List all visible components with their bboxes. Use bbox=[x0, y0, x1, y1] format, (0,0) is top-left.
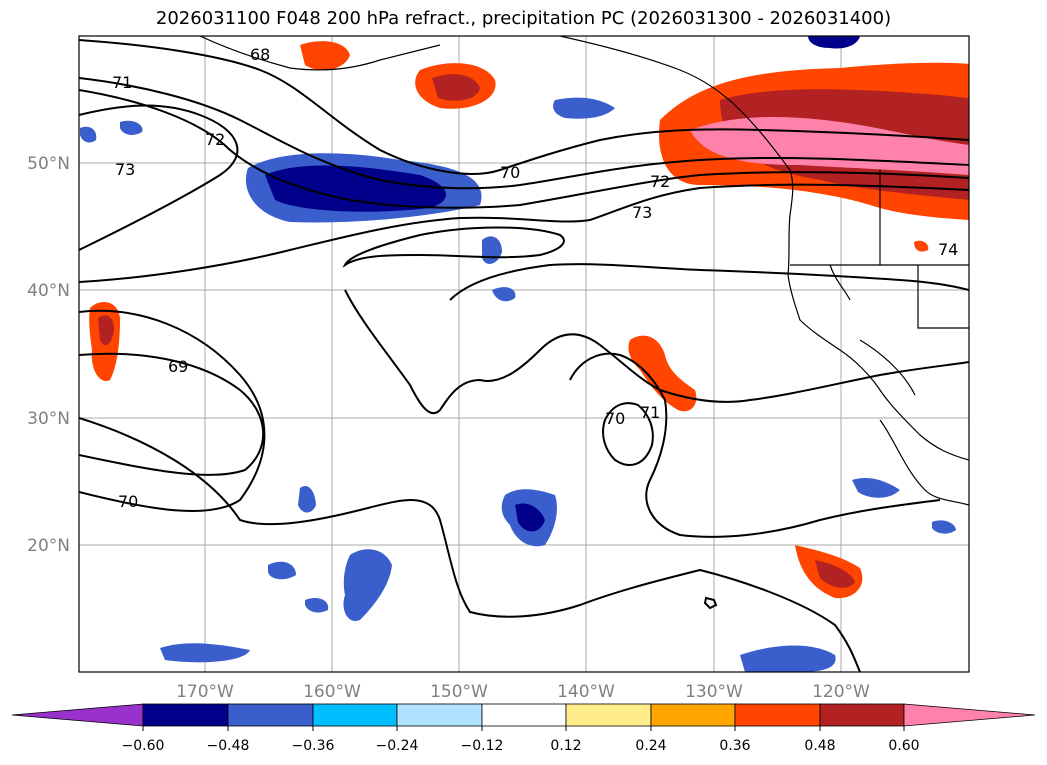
contour-label: 73 bbox=[115, 160, 135, 179]
lon-label: 150°W bbox=[430, 682, 488, 702]
longitude-labels: 170°W 160°W 150°W 140°W 130°W 120°W bbox=[176, 682, 870, 702]
lat-label: 20°N bbox=[27, 536, 70, 556]
lat-label: 30°N bbox=[27, 409, 70, 429]
colorbar-segment bbox=[481, 703, 567, 727]
colorbar-label: 0.48 bbox=[804, 738, 835, 754]
contour-label: 72 bbox=[205, 130, 225, 149]
colorbar-label: 0.12 bbox=[550, 738, 581, 754]
colorbar-segment bbox=[565, 703, 652, 727]
contour-label: 70 bbox=[118, 492, 138, 511]
map-frame bbox=[78, 35, 970, 673]
lat-label: 50°N bbox=[27, 154, 70, 174]
contour-label: 72 bbox=[650, 172, 670, 191]
colorbar-label: −0.48 bbox=[207, 738, 250, 754]
lon-label: 130°W bbox=[685, 682, 743, 702]
precip-region-alaska-warm bbox=[300, 41, 496, 109]
contour-label: 70 bbox=[500, 163, 520, 182]
colorbar-label: −0.60 bbox=[122, 738, 165, 754]
latitude-labels: 50°N 40°N 30°N 20°N bbox=[27, 154, 70, 556]
refractivity-contours bbox=[79, 39, 969, 672]
colorbar-segment bbox=[227, 703, 314, 727]
colorbar-label: −0.12 bbox=[461, 738, 504, 754]
precip-region-north-pacific-blue bbox=[245, 153, 482, 223]
lon-label: 160°W bbox=[303, 682, 361, 702]
colorbar-label: 0.24 bbox=[635, 738, 666, 754]
colorbar-label: −0.36 bbox=[292, 738, 335, 754]
lon-label: 140°W bbox=[557, 682, 615, 702]
contour-label: 71 bbox=[112, 73, 132, 92]
colorbar-segment bbox=[142, 703, 229, 727]
map-title: 2026031100 F048 200 hPa refract., precip… bbox=[155, 8, 892, 29]
colorbar-label: −0.24 bbox=[376, 738, 419, 754]
colorbar-segment bbox=[312, 703, 398, 727]
colorbar-segment bbox=[650, 703, 736, 727]
contour-label: 74 bbox=[938, 240, 958, 259]
contour-label: 69 bbox=[168, 357, 188, 376]
colorbar-label: 0.60 bbox=[888, 738, 919, 754]
colorbar-segment bbox=[734, 703, 821, 727]
precip-region-small-features bbox=[80, 36, 956, 672]
colorbar-labels: −0.60 −0.48 −0.36 −0.24 −0.12 0.12 0.24 … bbox=[122, 738, 920, 754]
colorbar-segment bbox=[396, 703, 483, 727]
colorbar-extend-low bbox=[11, 703, 144, 727]
lon-label: 120°W bbox=[812, 682, 870, 702]
contour-label: 68 bbox=[250, 45, 270, 64]
contour-label: 70 bbox=[605, 409, 625, 428]
precip-region-pnw-warm bbox=[659, 62, 969, 220]
colorbar-extend-high bbox=[903, 703, 1036, 727]
colorbar-label: 0.36 bbox=[719, 738, 750, 754]
colorbar bbox=[11, 703, 1036, 727]
lat-label: 40°N bbox=[27, 281, 70, 301]
contour-label: 73 bbox=[632, 203, 652, 222]
contour-labels: 68 71 72 73 70 72 73 69 70 71 70 74 bbox=[112, 45, 958, 511]
lon-label: 170°W bbox=[176, 682, 234, 702]
contour-label: 71 bbox=[640, 403, 660, 422]
colorbar-ticks bbox=[142, 726, 905, 731]
colorbar-segment bbox=[819, 703, 905, 727]
map-area: 68 71 72 73 70 72 73 69 70 71 70 74 bbox=[79, 36, 969, 672]
